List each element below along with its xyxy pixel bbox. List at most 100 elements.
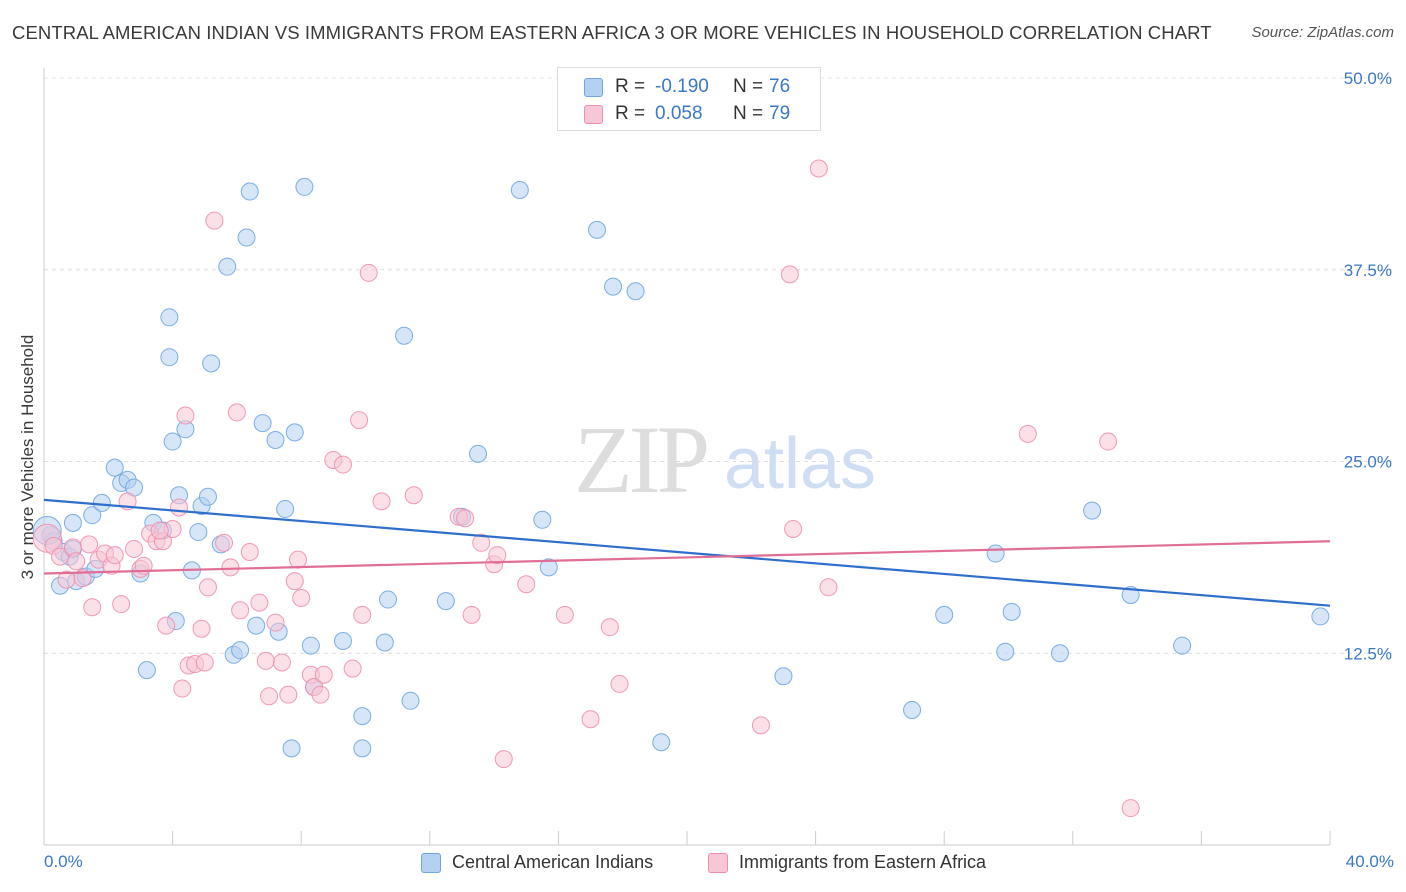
point-central-american-indians: [295, 177, 314, 196]
point-central-american-indians: [83, 506, 102, 525]
point-immigrants-eastern-africa: [784, 519, 803, 538]
legend-row-blue: R = -0.190 N = 76: [584, 75, 790, 99]
y-axis-label: 3 or more Vehicles in Household: [18, 334, 37, 580]
point-immigrants-eastern-africa: [266, 613, 285, 632]
point-immigrants-eastern-africa: [359, 263, 378, 282]
point-immigrants-eastern-africa: [350, 411, 369, 430]
point-central-american-indians: [1002, 602, 1021, 621]
point-central-american-indians: [379, 590, 398, 609]
point-central-american-indians: [240, 182, 259, 201]
data-points: [32, 159, 1330, 818]
point-immigrants-eastern-africa: [170, 498, 189, 517]
point-central-american-indians: [63, 513, 82, 532]
point-central-american-indians: [253, 414, 272, 433]
legend-r-label: R =: [615, 76, 646, 97]
grid-lines: [44, 77, 1392, 654]
point-central-american-indians: [903, 701, 922, 720]
point-immigrants-eastern-africa: [610, 674, 629, 693]
point-central-american-indians: [266, 431, 285, 450]
watermark: ZIP atlas: [574, 406, 876, 513]
y-tick-labels: 12.5% 25.0% 37.5% 50.0%: [1344, 69, 1392, 663]
point-immigrants-eastern-africa: [372, 492, 391, 511]
point-central-american-indians: [652, 733, 671, 752]
point-central-american-indians: [986, 544, 1005, 563]
point-central-american-indians: [231, 641, 250, 660]
point-immigrants-eastern-africa: [125, 539, 144, 558]
point-central-american-indians: [587, 220, 606, 239]
point-immigrants-eastern-africa: [80, 535, 99, 554]
point-immigrants-eastern-africa: [311, 685, 330, 704]
point-central-american-indians: [137, 661, 156, 680]
point-central-american-indians: [395, 326, 414, 345]
y-tick-label: 12.5%: [1344, 644, 1392, 663]
legend-n-label: N =: [733, 103, 764, 124]
legend-r-value: -0.190: [655, 76, 709, 97]
legend-n-value: 79: [769, 103, 791, 124]
point-immigrants-eastern-africa: [227, 403, 246, 422]
point-immigrants-eastern-africa: [517, 575, 536, 594]
correlation-legend: R = -0.190 N = 76 R = 0.058 N = 79: [557, 67, 821, 131]
point-immigrants-eastern-africa: [1121, 799, 1140, 818]
point-immigrants-eastern-africa: [285, 572, 304, 591]
watermark-zip: ZIP: [574, 406, 707, 513]
point-central-american-indians: [202, 354, 221, 373]
point-central-american-indians: [276, 500, 295, 519]
legend-swatch-blue: [584, 77, 603, 97]
point-immigrants-eastern-africa: [1018, 424, 1037, 443]
point-immigrants-eastern-africa: [221, 558, 240, 577]
point-immigrants-eastern-africa: [494, 750, 513, 769]
point-immigrants-eastern-africa: [205, 211, 224, 230]
point-central-american-indians: [1050, 644, 1069, 663]
series-legend-swatch-pink: [708, 852, 728, 873]
source-credit: Source: ZipAtlas.com: [1251, 24, 1394, 41]
point-immigrants-eastern-africa: [751, 716, 770, 735]
point-central-american-indians: [510, 180, 529, 199]
point-immigrants-eastern-africa: [333, 455, 352, 474]
point-immigrants-eastern-africa: [150, 521, 169, 540]
point-immigrants-eastern-africa: [780, 265, 799, 284]
point-central-american-indians: [626, 282, 645, 301]
point-immigrants-eastern-africa: [1099, 432, 1118, 451]
point-central-american-indians: [1173, 636, 1192, 655]
point-immigrants-eastern-africa: [292, 589, 311, 608]
point-central-american-indians: [333, 631, 352, 650]
series-legend-label: Immigrants from Eastern Africa: [739, 852, 987, 872]
point-immigrants-eastern-africa: [231, 601, 250, 620]
series-legend-item-pink: Immigrants from Eastern Africa: [708, 852, 986, 873]
point-central-american-indians: [163, 432, 182, 451]
point-immigrants-eastern-africa: [105, 546, 124, 565]
point-central-american-indians: [285, 423, 304, 442]
point-central-american-indians: [774, 667, 793, 686]
point-immigrants-eastern-africa: [192, 619, 211, 638]
point-central-american-indians: [353, 739, 372, 758]
point-immigrants-eastern-africa: [272, 653, 291, 672]
point-immigrants-eastern-africa: [462, 605, 481, 624]
point-central-american-indians: [198, 487, 217, 506]
series-legend-item-blue: Central American Indians: [421, 852, 653, 873]
point-immigrants-eastern-africa: [472, 533, 491, 552]
legend-n-value: 76: [769, 76, 791, 97]
point-immigrants-eastern-africa: [157, 616, 176, 635]
point-central-american-indians: [1311, 607, 1330, 626]
point-immigrants-eastern-africa: [288, 550, 307, 569]
point-central-american-indians: [935, 605, 954, 624]
series-legend: Central American Indians Immigrants from…: [0, 852, 1406, 876]
series-legend-swatch-blue: [421, 852, 441, 873]
point-immigrants-eastern-africa: [314, 665, 333, 684]
point-central-american-indians: [105, 458, 124, 477]
point-immigrants-eastern-africa: [488, 546, 507, 565]
point-immigrants-eastern-africa: [260, 687, 279, 706]
y-tick-label: 25.0%: [1344, 453, 1392, 472]
trend-line-pink: [43, 540, 1331, 575]
point-central-american-indians: [996, 642, 1015, 661]
point-central-american-indians: [436, 592, 455, 611]
point-immigrants-eastern-africa: [555, 605, 574, 624]
series-legend-label: Central American Indians: [452, 852, 654, 872]
point-central-american-indians: [247, 616, 266, 635]
point-immigrants-eastern-africa: [176, 406, 195, 425]
point-immigrants-eastern-africa: [67, 552, 86, 571]
point-immigrants-eastern-africa: [173, 679, 192, 698]
point-immigrants-eastern-africa: [215, 533, 234, 552]
point-central-american-indians: [604, 277, 623, 296]
